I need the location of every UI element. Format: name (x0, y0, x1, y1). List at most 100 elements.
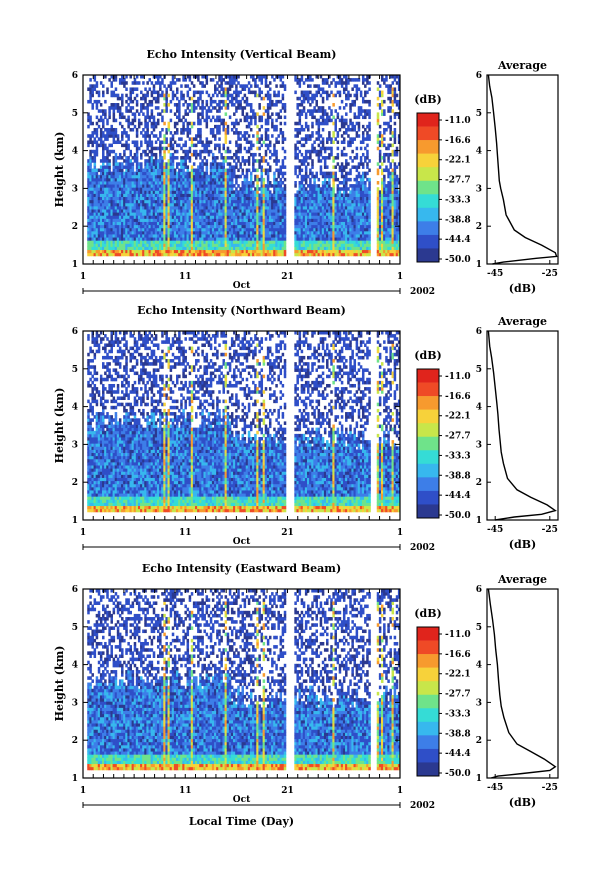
heatmap-cell (167, 127, 171, 132)
heatmap-cell (137, 249, 141, 254)
heatmap-cell (245, 177, 249, 182)
heatmap-cell (241, 112, 245, 116)
heatmap-cell (239, 90, 242, 95)
heatmap-cell (97, 221, 101, 226)
heatmap-cell (133, 156, 137, 160)
heatmap-cell (235, 187, 238, 191)
heatmap-cell (283, 249, 287, 254)
heatmap-cell (112, 187, 116, 191)
heatmap-cell (336, 115, 340, 120)
heatmap-cell (175, 96, 179, 101)
heatmap-cell (140, 221, 143, 226)
heatmap-cell (342, 124, 346, 129)
heatmap-cell (114, 174, 118, 179)
heatmap-cell (275, 177, 278, 182)
heatmap-cell (110, 209, 113, 213)
heatmap-cell (99, 190, 103, 194)
heatmap-cell (224, 99, 228, 104)
heatmap-cell (87, 118, 90, 123)
heatmap-cell (91, 202, 94, 207)
heatmap-cell (106, 146, 109, 151)
heatmap-cell (182, 115, 185, 120)
heatmap-cell (125, 146, 128, 151)
heatmap-cell (106, 209, 109, 213)
heatmap-cell (171, 159, 175, 163)
heatmap-cell (239, 162, 242, 166)
heatmap-cell (106, 240, 109, 244)
heatmap-cell (309, 177, 312, 182)
heatmap-cell (87, 112, 90, 116)
heatmap-cell (89, 152, 92, 157)
heatmap-cell (230, 181, 234, 185)
heatmap-cell (110, 218, 113, 222)
heatmap-cell (93, 177, 97, 182)
heatmap-cell (154, 240, 158, 244)
heatmap-cell (190, 140, 194, 145)
heatmap-cell (121, 162, 124, 166)
heatmap-cell (165, 140, 168, 145)
heatmap-cell (156, 177, 160, 182)
heatmap-cell (137, 81, 141, 85)
heatmap-cell (298, 165, 302, 169)
heatmap-cell (102, 134, 105, 138)
heatmap-cell (328, 106, 331, 110)
heatmap-cell (252, 134, 255, 138)
heatmap-cell (131, 227, 135, 232)
heatmap-cell (345, 181, 348, 185)
heatmap-cell (152, 240, 156, 244)
heatmap-cell (112, 177, 116, 182)
heatmap-cell (114, 193, 118, 198)
heatmap-cell (144, 224, 147, 229)
heatmap-cell (233, 184, 236, 188)
heatmap-cell (283, 199, 287, 204)
heatmap-cell (260, 81, 264, 85)
heatmap-cell (112, 127, 116, 132)
heatmap-cell (148, 103, 152, 107)
heatmap-cell (121, 240, 124, 244)
heatmap-cell (108, 162, 111, 166)
heatmap-cell (87, 237, 90, 241)
heatmap-cell (154, 81, 158, 85)
heatmap-cell (110, 149, 113, 154)
heatmap-cell (121, 74, 124, 79)
heatmap-cell (131, 212, 135, 216)
heatmap-cell (154, 187, 158, 191)
heatmap-cell (281, 93, 285, 98)
heatmap-cell (118, 199, 122, 204)
heatmap-cell (144, 152, 147, 157)
heatmap-cell (150, 237, 154, 241)
heatmap-cell (87, 224, 90, 229)
heatmap-cell (91, 168, 94, 173)
heatmap-cell (129, 199, 132, 204)
heatmap-cell (241, 168, 245, 173)
heatmap-cell (156, 205, 160, 210)
heatmap-cell (97, 196, 101, 201)
heatmap-cell (260, 137, 264, 141)
heatmap-cell (330, 90, 333, 95)
heatmap-cell (116, 249, 120, 254)
heatmap-cell (144, 240, 147, 244)
heatmap-cell (108, 168, 111, 173)
heatmap-cell (135, 109, 139, 113)
heatmap-cell (125, 187, 128, 191)
heatmap-cell (114, 221, 118, 226)
heatmap-cell (146, 224, 149, 229)
heatmap-cell (118, 109, 122, 113)
heatmap-cell (97, 184, 101, 188)
heatmap-cell (150, 146, 154, 151)
heatmap-cell (116, 202, 120, 207)
heatmap-cell (89, 209, 92, 213)
heatmap-cell (97, 190, 101, 194)
heatmap-cell (99, 196, 103, 201)
heatmap-cell (334, 121, 337, 126)
heatmap-cell (156, 246, 160, 251)
heatmap-cell (110, 237, 113, 241)
heatmap-cell (142, 237, 145, 241)
heatmap-cell (150, 112, 154, 116)
heatmap-cell (334, 127, 337, 132)
heatmap-cell (245, 99, 249, 104)
heatmap-cell (129, 174, 132, 179)
heatmap-cell (121, 202, 124, 207)
heatmap-cell (148, 187, 152, 191)
